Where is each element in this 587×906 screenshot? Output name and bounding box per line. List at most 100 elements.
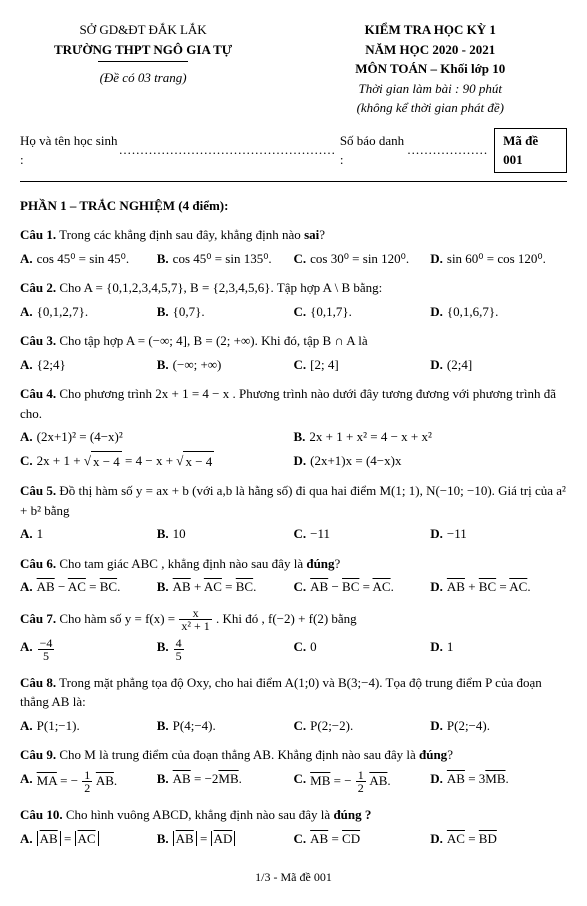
opt-text: AB − AC = BC. [37,577,121,597]
options: A.−45 B.45 C.0 D.1 [20,637,567,663]
opt-text: −11 [310,524,330,544]
q-label: Câu 3. [20,333,56,348]
school: TRƯỜNG THPT NGÔ GIA TỰ [20,40,266,60]
header: SỞ GD&ĐT ĐẮK LẮK TRƯỜNG THPT NGÔ GIA TỰ … [20,20,567,118]
opt-label: C. [294,769,307,795]
opt-label: A. [20,577,33,597]
opt-text: P(1;−1). [37,716,80,736]
options: A.1 B.10 C.−11 D.−11 [20,524,567,544]
opt-text: AB = 3MB. [447,769,509,795]
question-9: Câu 9. Cho M là trung điểm của đoạn thẳn… [20,745,567,795]
question-6: Câu 6. Cho tam giác ABC , khẳng định nào… [20,554,567,597]
options: A.MA = − 12 AB. B.AB = −2MB. C.MB = − 12… [20,769,567,795]
q-mark: ? [335,556,341,571]
duration: Thời gian làm bài : 90 phút [294,79,568,99]
name-label: Họ và tên học sinh : [20,131,119,170]
question-3: Câu 3. Cho tập hợp A = (−∞; 4], B = (2; … [20,331,567,374]
fraction: −45 [38,637,55,663]
q-mark: ? [319,227,325,242]
q-keyword: sai [304,227,319,242]
opt-text: (−∞; +∞) [173,355,222,375]
q-label: Câu 8. [20,675,56,690]
opt-text: 0 [310,637,317,663]
opt-text: 10 [173,524,186,544]
opt-text: AB = AC [37,829,99,849]
opt-text: AB − BC = AC. [310,577,394,597]
options: C. 2x + 1 + x − 4 = 4 − x + x − 4 D.(2x+… [20,451,567,472]
opt-label: D. [294,451,307,472]
header-right: KIỂM TRA HỌC KỲ 1 NĂM HỌC 2020 - 2021 MÔ… [294,20,568,118]
opt-text: AB = AD [173,829,236,849]
opt-text: AB = −2MB. [173,769,242,795]
q-text: Cho tam giác ABC , khẳng định nào sau đâ… [59,556,306,571]
opt-text: (2x+1)x = (4−x)x [310,451,401,472]
section-title: PHẦN 1 – TRẮC NGHIỆM (4 điểm): [20,196,567,216]
opt-label: C. [294,249,307,269]
q-label: Câu 9. [20,747,56,762]
opt-label: B. [157,577,169,597]
pages-note: (Đề có 03 trang) [20,68,266,88]
rule [98,61,188,62]
fraction: xx² + 1 [179,607,211,633]
q-text: Đồ thị hàm số y = ax + b (với a,b là hằn… [20,483,566,518]
opt-label: A. [20,716,33,736]
question-1: Câu 1. Trong các khẳng định sau đây, khẳ… [20,225,567,268]
opt-label: A. [20,829,33,849]
numerator: −4 [38,637,55,651]
opt-text: cos 30⁰ = sin 120⁰. [310,249,409,269]
year: NĂM HỌC 2020 - 2021 [294,40,568,60]
opt-label: D. [430,577,443,597]
opt-label: C. [20,451,33,472]
options: A.AB − AC = BC. B.AB + AC = BC. C.AB − B… [20,577,567,597]
opt-label: D. [430,355,443,375]
footer: 1/3 - Mã đề 001 [20,868,567,886]
opt-text: MA = − 12 AB. [37,769,118,795]
radicand: x − 4 [183,451,214,472]
opt-text: {0,7}. [173,302,205,322]
opt-text: (2x+1)² = (4−x)² [37,427,123,447]
divider [20,181,567,182]
denominator: 5 [174,650,184,663]
opt-label: C. [294,716,307,736]
opt-part: = 4 − x + [122,453,177,468]
opt-text: P(4;−4). [173,716,216,736]
q-text: Trong các khẳng định sau đây, khẳng định… [59,227,304,242]
opt-label: A. [20,427,33,447]
opt-label: D. [430,829,443,849]
opt-text: AB + AC = BC. [173,577,257,597]
question-7: Câu 7. Cho hàm số y = f(x) = xx² + 1 . K… [20,607,567,663]
opt-text: {0,1,6,7}. [447,302,498,322]
opt-label: B. [157,249,169,269]
opt-label: D. [430,249,443,269]
opt-label: A. [20,355,33,375]
q-mark: ? [447,747,453,762]
code-label: Số báo danh : [340,131,408,170]
radicand: x − 4 [91,451,122,472]
opt-label: A. [20,524,33,544]
q-label: Câu 1. [20,227,56,242]
opt-text: cos 45⁰ = sin 135⁰. [173,249,272,269]
no-release: (không kể thời gian phát đề) [294,98,568,118]
q-text: Cho hình vuông ABCD, khẳng định nào sau … [66,807,334,822]
sqrt-icon: x − 4 [176,451,214,472]
opt-text: {0,1,2,7}. [37,302,88,322]
info-row: Họ và tên học sinh : ...................… [20,128,567,173]
opt-text: AB + BC = AC. [447,577,531,597]
exam-title: KIỂM TRA HỌC KỲ 1 [294,20,568,40]
numerator: 4 [174,637,184,651]
opt-label: A. [20,769,33,795]
question-10: Câu 10. Cho hình vuông ABCD, khẳng định … [20,805,567,848]
q-text: Cho phương trình 2x + 1 = 4 − x . Phương… [20,386,556,421]
opt-label: A. [20,249,33,269]
opt-label: B. [294,427,306,447]
options: A.AB = AC B.AB = AD C.AB = CD D.AC = BD [20,829,567,849]
opt-label: B. [157,302,169,322]
q-text: Trong mặt phẳng tọa độ Oxy, cho hai điểm… [20,675,542,710]
opt-label: B. [157,829,169,849]
q-label: Câu 4. [20,386,56,401]
q-text: Cho A = {0,1,2,3,4,5,7}, B = {2,3,4,5,6}… [59,280,382,295]
question-8: Câu 8. Trong mặt phẳng tọa độ Oxy, cho h… [20,673,567,736]
department: SỞ GD&ĐT ĐẮK LẮK [20,20,266,40]
opt-text: P(2;−4). [447,716,490,736]
options: A.cos 45⁰ = sin 45⁰. B.cos 45⁰ = sin 135… [20,249,567,269]
